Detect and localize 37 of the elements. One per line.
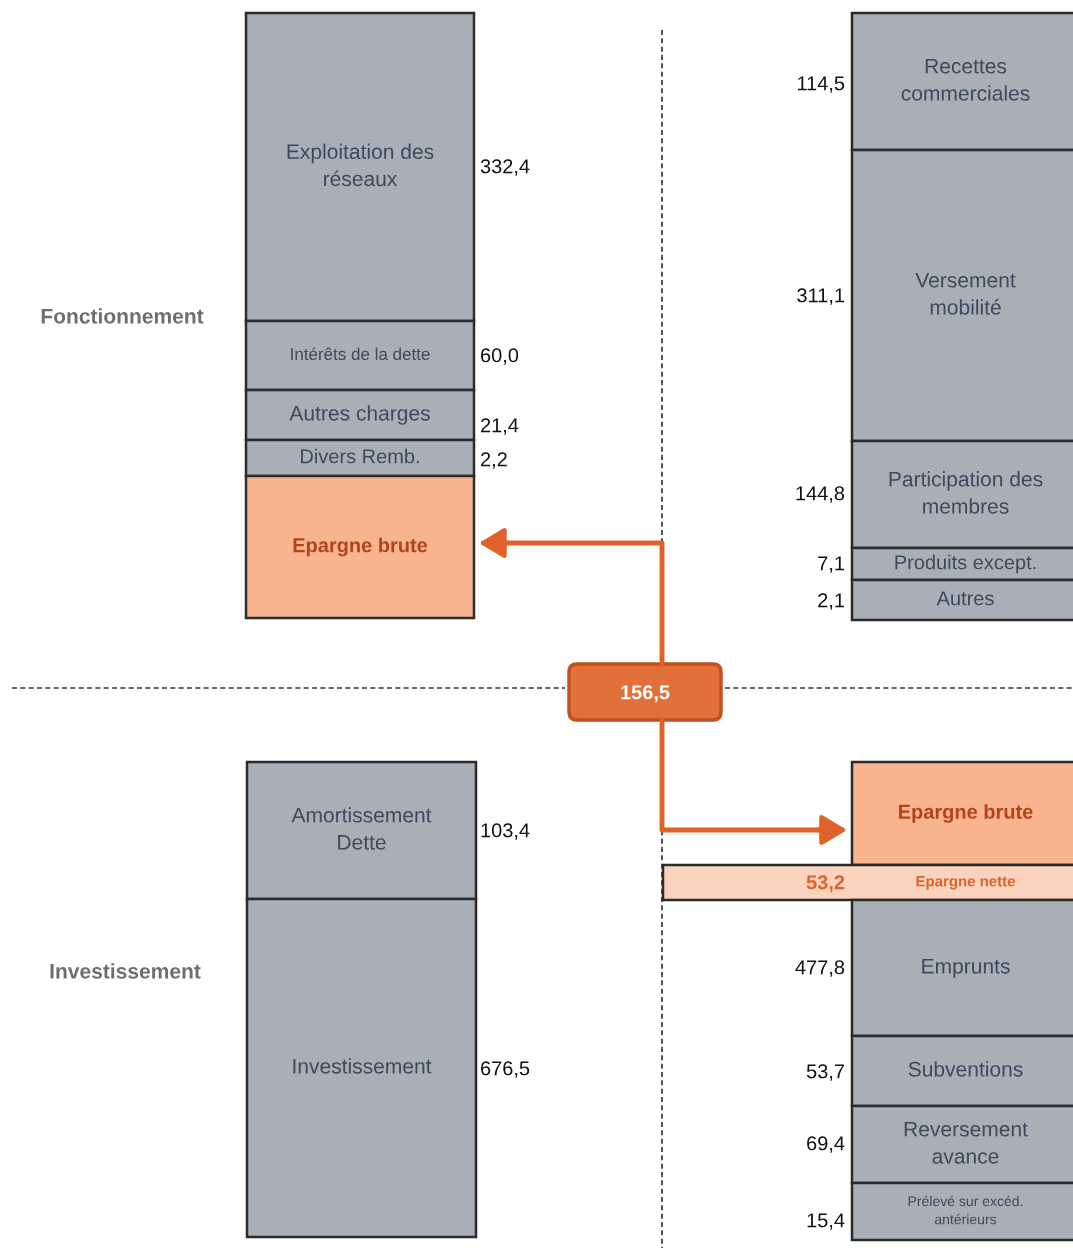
data-label: 53,2	[806, 875, 845, 893]
data-label: 69,4	[807, 1136, 845, 1153]
category-label: Autres	[936, 591, 994, 606]
category-label: Epargne brute	[293, 537, 428, 557]
category-label: Autres charges	[289, 405, 430, 425]
data-label: 676,5	[481, 1061, 530, 1078]
category-label: Divers Remb.	[301, 448, 419, 464]
category-label: Participation des membres	[889, 471, 1043, 514]
data-label: 60,0	[481, 348, 519, 365]
data-label: 332,4	[480, 159, 530, 176]
category-label: Emprunts	[922, 958, 1010, 978]
data-label: 144,8	[796, 486, 845, 503]
data-label: 2,1	[818, 593, 845, 610]
category-label: Subventions	[908, 1061, 1023, 1077]
category-label: Investissement	[50, 963, 201, 979]
category-label: Exploitation des réseaux	[287, 143, 434, 187]
data-label: 7,1	[818, 556, 845, 573]
data-label: 114,5	[797, 76, 845, 93]
category-label: Intérêts de la dette	[291, 347, 430, 361]
category-label: Epargne brute	[899, 804, 1033, 823]
category-label: Amortissement Dette	[291, 807, 432, 850]
text: 156,5	[621, 685, 670, 703]
category-label: Reversement avance	[904, 1121, 1028, 1164]
data-label: 103,4	[481, 823, 530, 840]
category-label: Produits except.	[895, 554, 1036, 574]
data-label: 2,2	[481, 452, 507, 469]
data-label: 311,1	[797, 288, 845, 305]
text: Investissement	[293, 1058, 432, 1074]
category-label: Prélevé sur excéd. antérieurs	[908, 1195, 1023, 1225]
category-label: Epargne nette	[916, 875, 1015, 890]
text: Fonctionnement	[41, 308, 204, 324]
data-label: 15,4	[807, 1213, 845, 1230]
data-label: 21,4	[481, 418, 519, 435]
data-label: 477,8	[795, 960, 845, 977]
category-label: Recettes commerciales	[901, 58, 1030, 101]
data-label: 53,7	[806, 1064, 844, 1081]
category-label: Versement mobilité	[915, 272, 1016, 315]
